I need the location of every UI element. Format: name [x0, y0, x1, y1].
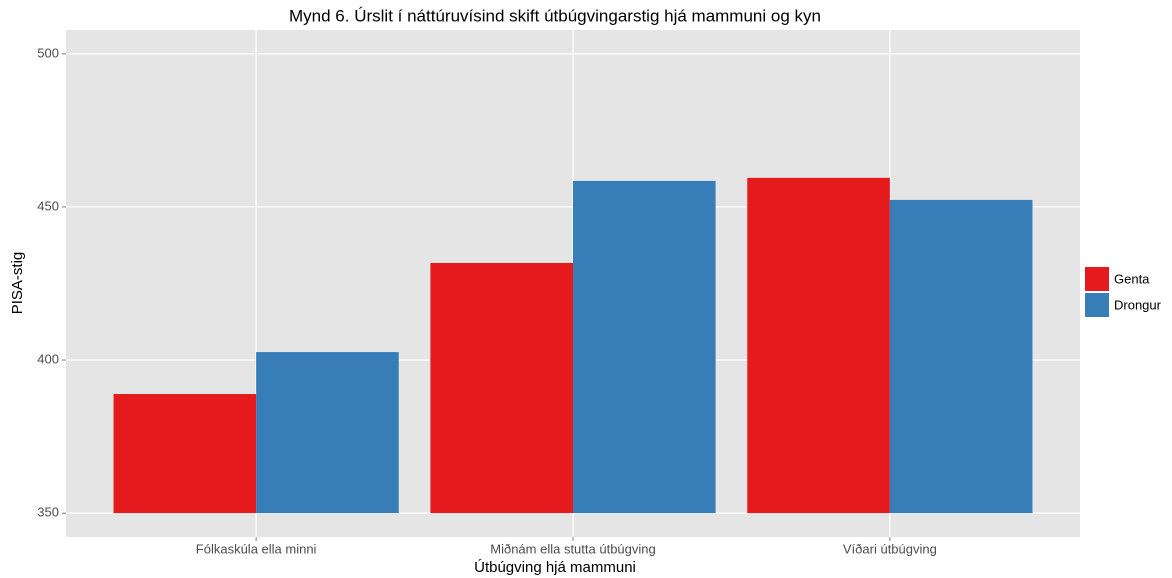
x-tick-label: Fólkaskúla ella minni	[196, 541, 317, 556]
y-tick-label: 500	[37, 45, 59, 60]
y-tick-label: 350	[37, 505, 59, 520]
bar	[430, 262, 573, 514]
y-axis-label: PISA-stig	[9, 252, 26, 315]
x-axis-label: Útbúgving hjá mammuni	[474, 559, 636, 576]
bar	[573, 180, 716, 514]
legend-key	[1085, 267, 1109, 291]
bar	[889, 199, 1033, 514]
bar	[113, 394, 257, 514]
y-tick-label: 450	[37, 198, 59, 213]
x-tick-label: Miðnám ella stutta útbúgving	[490, 541, 655, 556]
bar	[256, 352, 399, 514]
legend-label: Genta	[1114, 271, 1150, 286]
bar	[747, 177, 890, 514]
x-tick-label: Víðari útbúgving	[843, 541, 937, 556]
chart-title: Mynd 6. Úrslit í náttúruvísind skift útb…	[289, 6, 821, 25]
legend-label: Drongur	[1114, 297, 1162, 312]
legend-key	[1085, 293, 1109, 317]
y-tick-label: 400	[37, 351, 59, 366]
